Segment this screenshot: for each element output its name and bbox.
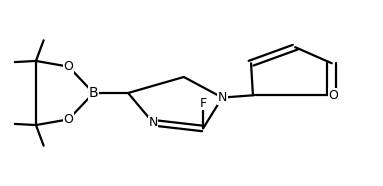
Text: B: B <box>89 86 98 100</box>
Text: O: O <box>64 60 74 73</box>
Text: N: N <box>218 91 227 104</box>
Text: O: O <box>329 89 339 102</box>
Text: N: N <box>148 116 158 129</box>
Text: F: F <box>200 97 206 110</box>
Text: O: O <box>64 113 74 126</box>
